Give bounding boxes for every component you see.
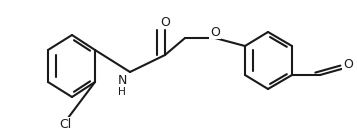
Text: N: N xyxy=(117,73,127,86)
Text: Cl: Cl xyxy=(59,118,71,131)
Text: O: O xyxy=(160,16,170,29)
Text: H: H xyxy=(118,87,126,97)
Text: O: O xyxy=(343,58,353,70)
Text: O: O xyxy=(210,26,220,38)
